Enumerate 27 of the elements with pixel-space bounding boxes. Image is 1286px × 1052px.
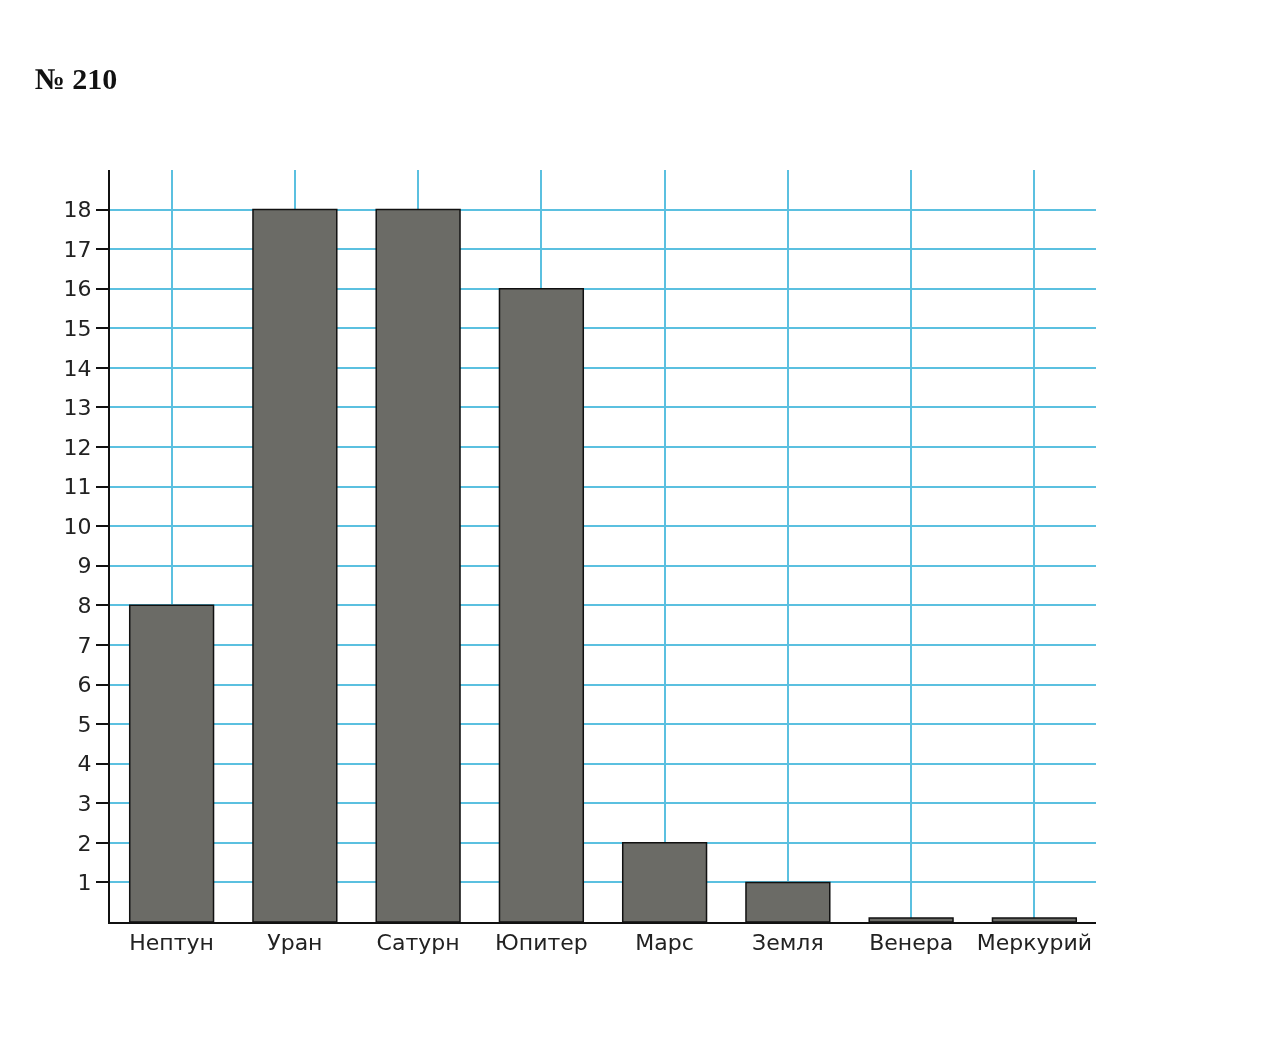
y-tick-label: 15 [63,316,92,342]
y-tick-label: 14 [63,355,92,381]
x-tick-label: Земля [752,930,824,956]
x-tick-label: Уран [267,930,323,956]
x-tick-label: Нептун [129,930,214,956]
x-tick-label: Юпитер [495,930,588,956]
y-tick-label: 10 [63,513,92,539]
chart-title: № 210 [34,62,118,96]
x-tick-label: Венера [869,930,954,956]
y-tick-label: 18 [63,197,92,223]
y-tick-label: 5 [77,711,92,737]
y-tick-label: 2 [77,830,92,856]
x-tick-label: Сатурн [376,930,460,956]
y-tick-label: 4 [77,751,92,777]
y-tick-label: 11 [63,474,92,500]
y-tick-label: 1 [77,870,92,896]
y-tick-label: 3 [77,790,92,816]
x-tick-label: Марс [635,930,694,956]
y-tick-label: 6 [77,672,92,698]
x-tick-label: Меркурий [976,930,1093,956]
y-tick-label: 13 [63,395,92,421]
y-tick-label: 17 [63,236,92,262]
y-tick-label: 8 [77,593,92,619]
y-tick-label: 9 [77,553,92,579]
y-tick-label: 7 [77,632,92,658]
y-tick-label: 12 [63,434,92,460]
y-tick-label: 16 [63,276,92,302]
